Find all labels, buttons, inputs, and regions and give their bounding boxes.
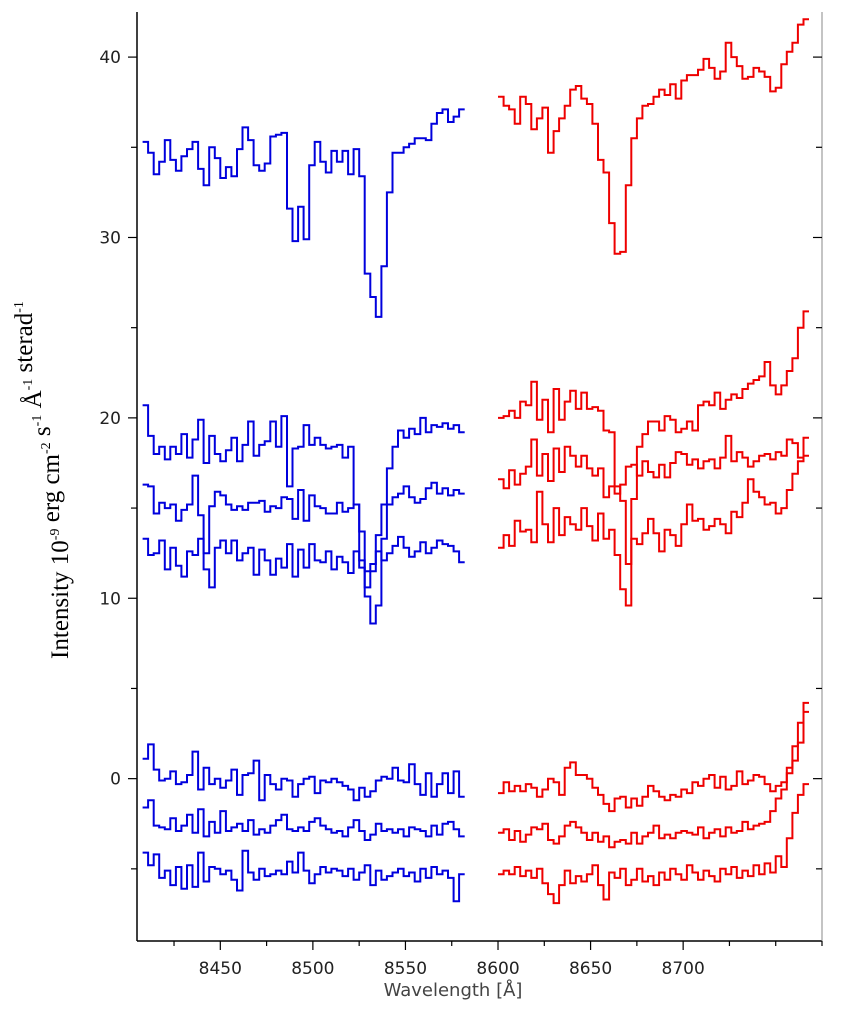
y-tick-label: 0 [110, 770, 121, 790]
spectrum-series-6 [498, 434, 809, 499]
axes-frame [128, 12, 823, 950]
spectrum-series-7 [142, 535, 465, 589]
x-tick-label: 8600 [476, 959, 519, 979]
spectrum-series-8 [498, 436, 809, 607]
spectrum-series-4 [498, 310, 809, 565]
x-axis-label: Wavelength [Å] [384, 979, 523, 1001]
spectrum-series-5 [142, 474, 465, 573]
spectrum-series-13 [142, 849, 465, 903]
x-tick-label: 8550 [384, 959, 427, 979]
y-axis-label: Intensity 10-9 erg cm-2 s-1 Å-1 sterad-1 [11, 301, 74, 659]
x-tick-label: 8450 [199, 959, 242, 979]
y-tick-label: 20 [99, 409, 121, 429]
spectrum-series-3 [142, 404, 465, 625]
spectrum-series-10 [498, 710, 809, 813]
y-tick-label: 30 [99, 228, 121, 248]
spectrum-series-12 [498, 701, 809, 849]
y-tick-label: 10 [99, 589, 121, 609]
y-tick-labels: 0 10 20 30 40 [99, 48, 121, 790]
spectrum-series-9 [142, 743, 465, 802]
x-tick-label: 8650 [569, 959, 612, 979]
spectrum-series-14 [498, 783, 809, 905]
x-tick-label: 8500 [291, 959, 334, 979]
x-tick-label: 8700 [662, 959, 705, 979]
spectrum-series-2 [498, 18, 809, 255]
spectrum-series-11 [142, 799, 465, 841]
spectrum-series-1 [142, 108, 465, 318]
x-tick-labels: 8450 8500 8550 8600 8650 8700 [199, 959, 705, 979]
plot-series [142, 18, 809, 905]
y-tick-label: 40 [99, 48, 121, 68]
